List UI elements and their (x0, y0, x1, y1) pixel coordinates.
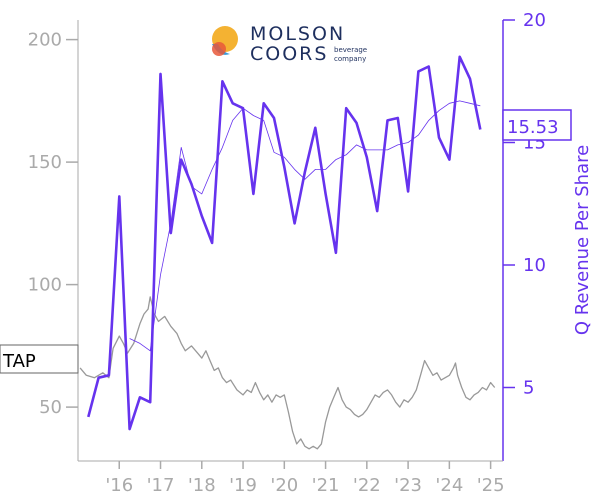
logo-line1: MOLSON (250, 23, 345, 45)
time-tick-label: '23 (394, 475, 422, 496)
molson-coors-logo: MOLSON COORS beverage company (212, 23, 367, 65)
revenue-line (87, 55, 482, 431)
series-layer (79, 55, 496, 450)
last-revenue-box (502, 109, 572, 141)
logo-tagline1: beverage (334, 46, 367, 54)
time-tick-label: '24 (435, 475, 463, 496)
revenue-axis-label: Q Revenue Per Share (572, 145, 593, 335)
time-tick-label: '18 (188, 475, 216, 496)
time-tick-label: '20 (270, 475, 298, 496)
revenue-tick-label: 10 (523, 255, 546, 276)
price-tick-label: 100 (28, 275, 62, 296)
ticker-text: TAP (2, 351, 36, 372)
time-axis: '16 '17 '18 '19 '20 '21 '22 '23 '24 '25 (78, 460, 505, 496)
revenue-tick-label: 5 (523, 378, 534, 399)
price-line (79, 296, 496, 450)
time-tick-label: '17 (147, 475, 175, 496)
time-tick-label: '25 (477, 475, 505, 496)
logo-line2: COORS (250, 43, 328, 65)
ticker-box (0, 344, 79, 374)
ticker-label: TAP (0, 344, 79, 374)
price-tick-label: 200 (28, 30, 62, 51)
time-tick-label: '21 (312, 475, 340, 496)
revenue-tick-label: 20 (523, 10, 546, 31)
time-tick-label: '22 (353, 475, 381, 496)
revenue-average-line (129, 100, 481, 352)
time-tick-label: '19 (229, 475, 257, 496)
logo-tagline2: company (334, 55, 366, 63)
price-tick-label: 50 (39, 397, 62, 418)
last-revenue-text: 15.53 (507, 117, 559, 138)
price-tick-label: 150 (28, 152, 62, 173)
logo-accent-icon (212, 42, 226, 56)
time-tick-label: '16 (105, 475, 133, 496)
last-revenue-label: 15.53 (502, 109, 572, 141)
price-axis: 200 150 100 50 (28, 20, 79, 461)
